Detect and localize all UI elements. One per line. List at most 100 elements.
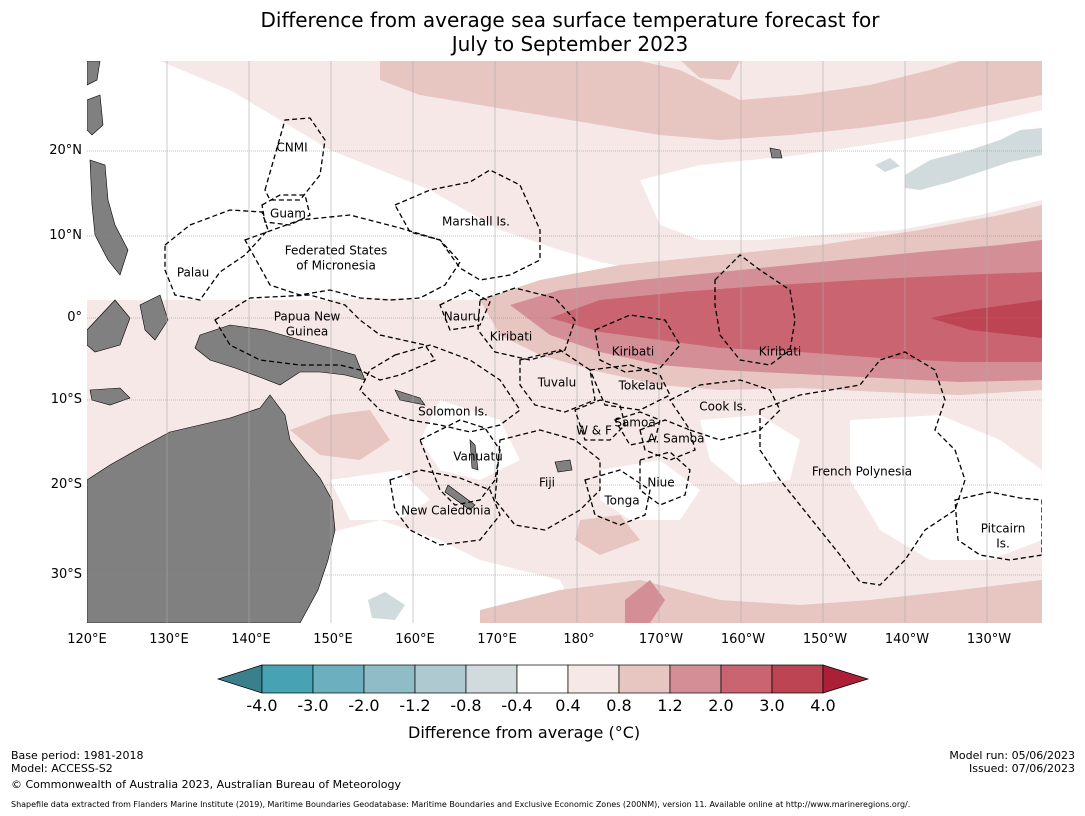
timor [89,387,131,406]
region-label: Papua New [273,309,341,324]
new-guinea [194,324,366,386]
hawaii [769,147,783,159]
colorbar-tick: 3.0 [759,696,785,715]
colorbar-tick: 4.0 [810,696,836,715]
lat-label-30s: 30°S [50,567,82,582]
colorbar-tick: -0.8 [450,696,482,715]
region-label: New Caledonia [401,503,491,518]
neutral-areas [87,61,1042,623]
region-label: French Polynesia [811,464,913,479]
lon-label-140e: 140°E [231,632,271,647]
philippines [89,159,129,276]
region-label: Guam [270,206,306,221]
lon-label-120e: 120°E [67,632,107,647]
colorbar-tick: 0.4 [555,696,581,715]
region-label: Federated States [284,243,388,258]
lon-label-180: 180° [563,632,595,647]
fiji [554,459,573,473]
lon-label-140w: 140°W [884,632,930,647]
colorbar-segment [771,664,824,694]
colorbar-segment [618,664,671,694]
footer-issued: Issued: 07/06/2023 [968,762,1075,775]
china-coast [87,61,101,86]
strong-warm-areas [550,272,1042,362]
region-label: Is. [996,536,1010,551]
colorbar-extend-low [216,664,263,694]
colorbar-tick: 1.2 [657,696,683,715]
colorbar-tick: -0.4 [501,696,533,715]
colorbar-tick: 0.8 [606,696,632,715]
region-label: Kiribati [611,344,655,359]
region-label: A. Samoa [647,431,705,446]
lon-label-160w: 160°W [720,632,766,647]
lon-label-130e: 130°E [149,632,189,647]
title-line-2: July to September 2023 [451,32,689,56]
region-label: Palau [176,265,210,280]
solomon-islands [394,389,426,406]
colorbar [216,664,870,694]
lon-label-170e: 170°E [477,632,517,647]
footer-base-period: Base period: 1981-2018 [11,749,144,762]
region-label: Tuvalu [537,375,577,390]
meridians [166,61,988,623]
region-label: Vanuatu [453,449,503,464]
region-label: Pitcairn [980,521,1026,536]
colorbar-segment [516,664,569,694]
region-label: Cook Is. [699,399,747,414]
region-label: Tonga [604,493,640,508]
region-label: Guinea [285,324,329,339]
sulawesi [139,294,169,341]
colorbar-segment [567,664,620,694]
region-label: Solomon Is. [418,404,488,419]
region-label: Niue [647,475,675,490]
chart-title: Difference from average sea surface temp… [0,8,1085,56]
region-label: W & F [576,423,612,438]
colorbar-segment [312,664,365,694]
lat-label-20n: 20°N [49,143,82,158]
colorbar-segment [261,664,314,694]
lat-label-10s: 10°S [50,392,82,407]
region-label: Nauru [443,309,481,324]
region-label: Kiribati [489,329,533,344]
colorbar-segment [465,664,518,694]
borneo [87,299,131,353]
colorbar-segment [414,664,467,694]
title-line-1: Difference from average sea surface temp… [260,8,880,32]
footer-model: Model: ACCESS-S2 [11,762,113,775]
colorbar-title: Difference from average (°C) [408,723,641,742]
region-label: Kiribati [758,344,802,359]
colorbar-segment [669,664,722,694]
region-label: Tokelau [618,378,664,393]
colorbar-tick: 2.0 [708,696,734,715]
lat-label-20s: 20°S [50,477,82,492]
colorbar-segment [720,664,773,694]
colorbar-tick: -3.0 [297,696,329,715]
lon-label-130w: 130°W [966,632,1012,647]
lon-label-170w: 170°W [638,632,684,647]
lon-label-150e: 150°E [313,632,353,647]
australia [87,394,336,623]
vanuatu [469,439,479,471]
map-area [87,61,1042,623]
lat-label-0: 0° [67,310,82,325]
lat-label-10n: 10°N [49,228,82,243]
colorbar-extend-high [822,664,870,694]
very-strong-warm-areas [930,300,1042,338]
new-caledonia [444,484,476,511]
footer-model-run: Model run: 05/06/2023 [949,749,1075,762]
footer-shapefile-note: Shapefile data extracted from Flanders M… [11,800,911,809]
region-label: CNMI [276,140,308,155]
lon-label-150w: 150°W [802,632,848,647]
eez-boundaries [164,117,1042,586]
colorbar-segment [363,664,416,694]
colorbar-tick: -1.2 [399,696,431,715]
region-label: Samoa [614,415,656,430]
land-masses [87,61,783,623]
region-label: Marshall Is. [442,214,510,229]
slight-cool-areas [368,128,1042,620]
region-label: of Micronesia [296,258,376,273]
footer-copyright: © Commonwealth of Australia 2023, Austra… [11,778,401,791]
region-label: Fiji [538,475,556,490]
colorbar-tick: -4.0 [246,696,278,715]
